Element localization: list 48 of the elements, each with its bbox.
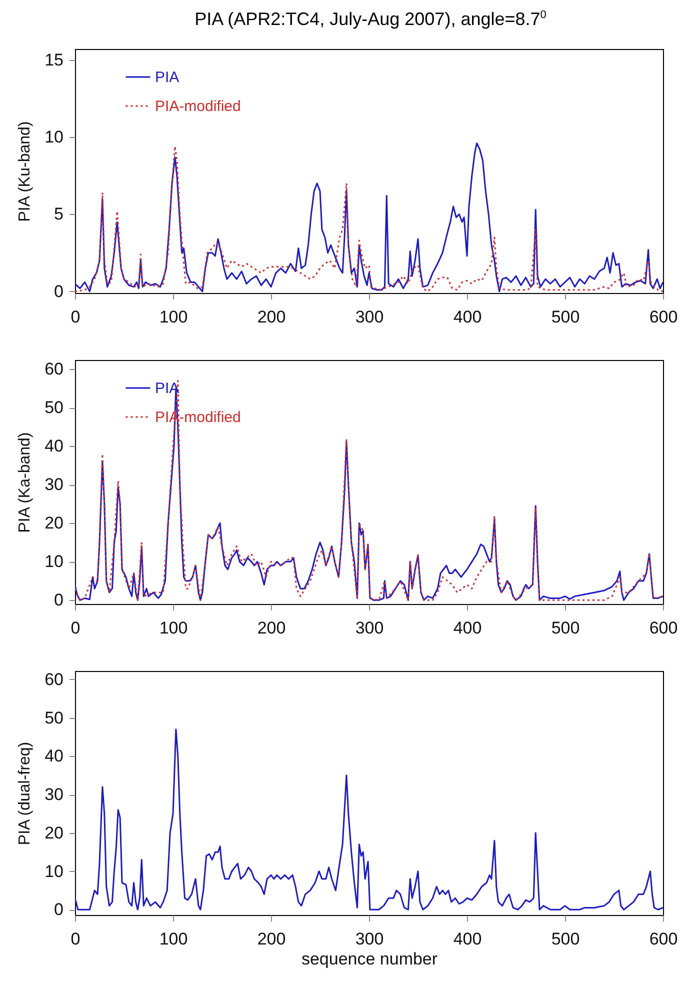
x-tick-label: 100 [159, 618, 188, 638]
x-tick-label: 600 [649, 930, 678, 948]
legend-label: PIA [155, 69, 180, 86]
y-axis-title: PIA (Ku-band) [16, 121, 34, 222]
x-tick-label: 600 [649, 308, 678, 326]
y-axis-title: PIA (Ka-band) [16, 432, 34, 533]
x-tick-label: 600 [649, 618, 678, 638]
y-tick-label: 50 [44, 398, 64, 418]
y-tick-label: 30 [44, 475, 64, 494]
x-tick-label: 0 [70, 618, 80, 638]
x-tick-label: 100 [159, 308, 188, 326]
y-tick-label: 50 [44, 708, 64, 728]
x-tick-label: 300 [355, 618, 384, 638]
y-tick-label: 10 [44, 552, 64, 572]
y-tick-label: 20 [44, 514, 64, 533]
y-tick-label: 30 [44, 785, 64, 804]
x-tick-label: 400 [453, 308, 482, 326]
x-tick-label: 300 [355, 308, 384, 326]
x-tick-label: 200 [257, 618, 286, 638]
x-axis-title: sequence number [301, 950, 438, 968]
y-tick-label: 0 [54, 590, 64, 610]
x-tick-label: 200 [257, 930, 286, 948]
x-tick-label: 500 [551, 930, 580, 948]
x-tick-label: 0 [70, 930, 80, 948]
y-tick-label: 10 [44, 862, 64, 881]
y-tick-label: 5 [54, 204, 64, 224]
x-tick-label: 500 [551, 308, 580, 326]
x-tick-label: 300 [355, 930, 384, 948]
y-tick-label: 0 [54, 900, 64, 920]
y-tick-label: 40 [44, 436, 64, 456]
y-tick-label: 15 [44, 50, 64, 70]
legend-label: PIA [155, 380, 180, 397]
x-tick-label: 0 [70, 308, 80, 326]
y-tick-label: 20 [44, 823, 64, 842]
y-axis-title: PIA (dual-freq) [16, 742, 34, 846]
y-tick-label: 60 [44, 360, 64, 379]
x-tick-label: 500 [551, 618, 580, 638]
chart-title: PIA (APR2:TC4, July-Aug 2007), angle=8.7$^{0}$ [194, 8, 548, 30]
x-tick-label: 100 [159, 930, 188, 948]
y-tick-label: 40 [44, 746, 64, 766]
line-series [75, 728, 663, 910]
x-tick-label: 400 [453, 930, 482, 948]
legend-label: PIA-modified [155, 98, 241, 115]
y-tick-label: 60 [44, 670, 64, 689]
y-tick-label: 10 [44, 128, 64, 147]
x-tick-label: 400 [453, 618, 482, 638]
y-tick-label: 0 [54, 282, 64, 301]
x-tick-label: 200 [257, 308, 286, 326]
